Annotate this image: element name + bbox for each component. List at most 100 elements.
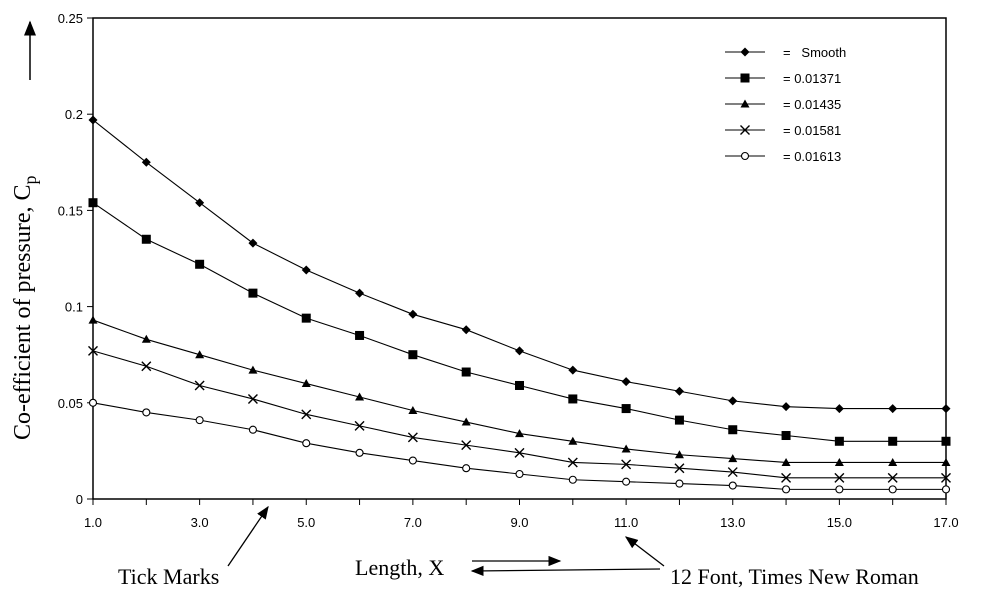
x-tick-label: 11.0	[614, 515, 638, 530]
data-point	[567, 457, 578, 468]
data-point	[515, 429, 524, 438]
data-point	[407, 432, 418, 443]
data-point	[834, 472, 845, 483]
data-point	[568, 365, 578, 375]
data-point	[834, 457, 844, 466]
data-point	[887, 472, 898, 483]
data-point	[248, 365, 258, 374]
y-axis-label-main: Co-efficient of pressure, C	[10, 185, 36, 440]
data-point	[941, 457, 951, 466]
data-point	[248, 425, 257, 434]
data-point	[88, 315, 98, 324]
data-point	[674, 386, 684, 396]
data-point	[247, 393, 258, 404]
x-tick-label: 5.0	[297, 515, 315, 530]
data-point	[461, 325, 471, 335]
data-point	[141, 361, 152, 372]
data-point	[461, 417, 471, 426]
data-point	[355, 288, 365, 298]
data-point	[515, 380, 524, 390]
data-point	[408, 456, 417, 465]
data-point	[142, 408, 151, 417]
data-point	[888, 485, 897, 494]
data-point	[728, 454, 738, 463]
data-point	[194, 380, 205, 391]
data-point	[888, 457, 898, 466]
series-2	[88, 198, 951, 446]
series-4	[88, 345, 951, 483]
data-point	[141, 234, 151, 244]
data-point	[461, 440, 472, 451]
data-point	[514, 447, 525, 458]
tick-marks-arrow	[227, 505, 269, 567]
data-point	[88, 115, 98, 125]
data-point	[835, 485, 844, 494]
data-point	[781, 472, 792, 483]
data-point	[621, 444, 631, 453]
data-point	[195, 416, 204, 425]
data-point	[302, 439, 311, 448]
x-tick-label: 17.0	[933, 515, 958, 530]
data-point	[941, 404, 951, 414]
legend-marker	[740, 125, 750, 135]
y-tick-label: 0.1	[65, 300, 83, 315]
x-tick-label: 15.0	[827, 515, 852, 530]
x-tick-label: 3.0	[191, 515, 209, 530]
data-point	[728, 481, 737, 490]
data-point	[622, 477, 631, 486]
data-point	[355, 330, 365, 340]
data-point	[515, 469, 524, 479]
data-point	[301, 409, 312, 420]
data-point	[408, 405, 418, 414]
data-point	[515, 346, 524, 356]
data-point	[941, 436, 951, 446]
data-point	[354, 420, 365, 431]
legend-item: = 0.01371	[725, 71, 841, 86]
data-point	[141, 334, 151, 343]
data-point	[834, 436, 844, 446]
data-point	[355, 448, 364, 457]
y-tick-label: 0.15	[58, 203, 83, 218]
data-point	[941, 472, 951, 483]
legend-marker	[740, 73, 750, 83]
legend-item: = 0.01613	[725, 149, 841, 164]
data-point	[568, 475, 577, 484]
data-point	[248, 288, 258, 298]
data-point	[834, 404, 844, 414]
legend-label: = 0.01371	[783, 71, 841, 86]
x-tick-label: 9.0	[510, 515, 528, 530]
xlabel-arrow-left	[470, 565, 661, 577]
data-point	[888, 404, 898, 414]
y-tick-label: 0.05	[58, 396, 83, 411]
data-point	[301, 379, 311, 388]
data-point	[941, 485, 951, 494]
series-1	[88, 115, 951, 414]
data-point	[141, 157, 151, 167]
legend-label: = 0.01435	[783, 97, 841, 112]
legend-label: = Smooth	[783, 45, 846, 60]
x-axis-ticks: 1.0 3.0 5.0 7.0 9.0 11.0 13.0 15.0 17.0	[84, 499, 959, 530]
font-note-annotation: 12 Font, Times New Roman	[670, 564, 919, 589]
data-point	[461, 367, 471, 377]
legend: = Smooth = 0.01371 = 0.01435 = 0.01581 = 0.0…	[725, 45, 846, 164]
x-tick-label: 7.0	[404, 515, 422, 530]
legend-item: = Smooth	[725, 45, 846, 60]
x-axis-label: Length, X	[355, 555, 444, 580]
data-point	[781, 402, 791, 412]
data-point	[621, 404, 631, 414]
x-tick-label: 1.0	[84, 515, 102, 530]
y-tick-label: 0.2	[65, 107, 83, 122]
data-point	[621, 377, 631, 387]
y-axis-label-subscript: p	[20, 176, 40, 185]
data-point	[88, 398, 98, 407]
data-point	[195, 350, 205, 359]
legend-marker	[740, 151, 750, 161]
data-point	[621, 459, 632, 470]
legend-item: = 0.01581	[725, 123, 841, 138]
legend-label: = 0.01581	[783, 123, 841, 138]
data-point	[568, 394, 578, 404]
data-point	[728, 396, 738, 406]
tick-marks-annotation: Tick Marks	[118, 564, 219, 589]
series-line	[92, 350, 946, 479]
data-point	[355, 392, 365, 401]
